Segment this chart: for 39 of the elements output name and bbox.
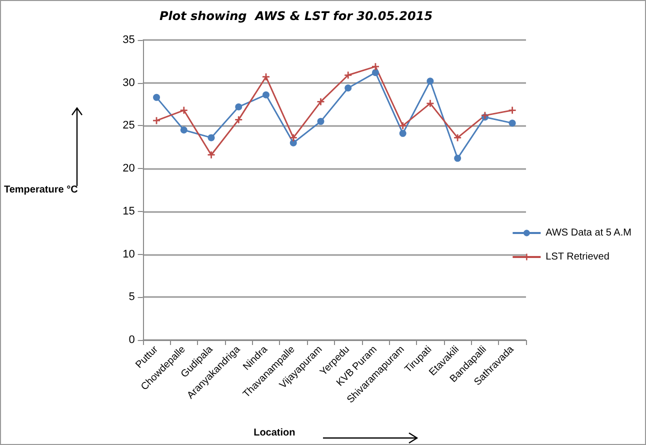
y-tick-label: 35 (122, 34, 135, 46)
point (372, 63, 379, 70)
point (399, 130, 406, 137)
point (426, 78, 434, 85)
chart-title: Plot showing AWS & LST for 30.05.2015 (159, 9, 433, 23)
point (344, 72, 352, 79)
y-tick-label: 10 (122, 248, 135, 260)
point (399, 122, 406, 130)
point (454, 134, 462, 142)
y-tick-label: 0 (128, 334, 135, 346)
point (153, 94, 160, 101)
point (317, 118, 324, 125)
point (508, 106, 516, 114)
point (372, 69, 379, 76)
point (208, 134, 215, 142)
point (208, 151, 215, 158)
y-axis-title: Temperature °C (4, 184, 78, 196)
point (262, 73, 270, 80)
x-axis-title: Location (254, 428, 296, 438)
point (290, 139, 297, 146)
point (454, 154, 462, 162)
point (317, 98, 324, 106)
point (180, 126, 188, 134)
y-tick-label: 15 (122, 205, 135, 218)
legend-label: LST Retrieved (546, 252, 610, 262)
y-tick-label: 25 (122, 120, 135, 132)
point (235, 116, 242, 124)
point (153, 117, 160, 124)
point (290, 134, 297, 142)
point (262, 91, 270, 98)
y-tick-label: 5 (128, 291, 135, 304)
y-tick-label: 30 (122, 76, 135, 89)
point (180, 106, 188, 114)
point (235, 103, 242, 110)
point (344, 84, 352, 92)
legend-label: AWS Data at 5 A.M (546, 228, 632, 238)
y-tick-label: 20 (122, 162, 135, 175)
point (426, 100, 434, 107)
point (508, 120, 516, 127)
